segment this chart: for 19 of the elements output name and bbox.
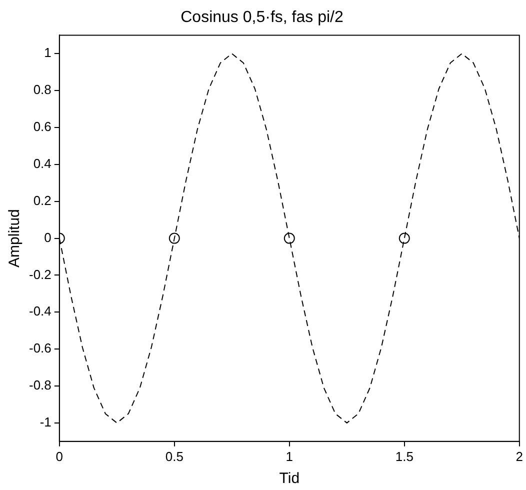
y-tick-label: 1: [44, 45, 52, 60]
y-axis-title: Amplitud: [6, 209, 24, 268]
x-tick-label: 1.5: [395, 448, 414, 464]
y-tick-label: -1: [40, 414, 52, 430]
y-tick-label: -0.8: [28, 378, 52, 393]
y-tick-label: -0.4: [28, 304, 52, 319]
y-tick-label: 0.6: [33, 119, 52, 134]
y-tick-label: 0: [44, 230, 52, 245]
x-tick-label: 0.5: [165, 448, 184, 464]
x-tick-label: 0: [56, 448, 64, 464]
y-tick-label: -0.2: [28, 266, 52, 282]
y-tick-label: 0.4: [33, 156, 52, 172]
x-axis-title: Tid: [279, 470, 300, 488]
x-tick-label: 2: [516, 448, 523, 464]
chart-title: Cosinus 0,5·fs, fas pi/2: [180, 9, 344, 26]
y-tick-label: -0.6: [28, 340, 52, 356]
y-tick-label: 0.2: [33, 192, 52, 208]
x-tick-label: 1: [286, 448, 294, 464]
y-tick-label: 0.8: [33, 82, 52, 98]
